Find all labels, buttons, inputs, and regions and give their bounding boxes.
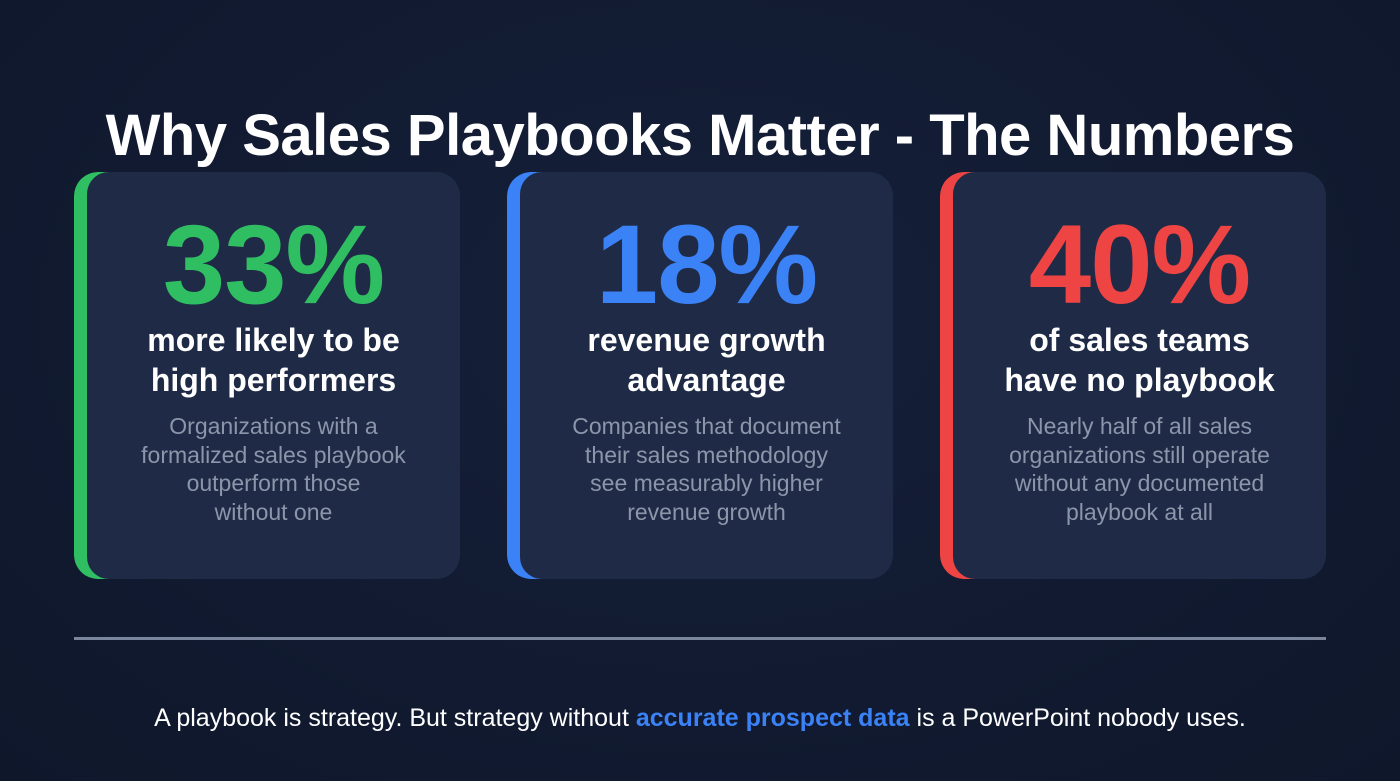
card-body	[520, 172, 893, 579]
card-content: 40% of sales teams have no playbook Near…	[953, 172, 1326, 579]
stat-value: 40%	[1028, 202, 1251, 327]
headline-line: of sales teams	[1029, 322, 1250, 358]
description-line: see measurably higher	[590, 470, 823, 496]
divider	[74, 637, 1326, 640]
page-title: Why Sales Playbooks Matter - The Numbers	[105, 102, 1295, 168]
footer-text-after: is a PowerPoint nobody uses.	[909, 704, 1246, 732]
description-line: Organizations with a	[169, 413, 378, 439]
footer-text-before: A playbook is strategy. But strategy wit…	[154, 704, 636, 732]
card-content: 33% more likely to be high performers Or…	[87, 172, 460, 579]
card-body	[953, 172, 1326, 579]
card-body	[87, 172, 460, 579]
headline-line: advantage	[627, 362, 786, 398]
headline-line: have no playbook	[1004, 362, 1275, 398]
headline-line: more likely to be	[147, 322, 400, 358]
headline-line: high performers	[150, 362, 397, 398]
stat-card-no-playbook: 40% of sales teams have no playbook Near…	[940, 172, 1326, 579]
stat-card-high-performers: 33% more likely to be high performers Or…	[74, 172, 460, 579]
footer-tagline: A playbook is strategy. But strategy wit…	[0, 701, 1400, 735]
description-line: Nearly half of all sales	[1027, 413, 1252, 439]
description-line: playbook at all	[1065, 498, 1214, 525]
description-line: their sales methodology	[585, 441, 828, 468]
description-line: without one	[214, 498, 333, 525]
stat-headline: revenue growth advantage	[520, 320, 893, 400]
footer-highlight: accurate prospect data	[635, 704, 910, 732]
stat-description: Companies that document their sales meth…	[520, 412, 893, 526]
description-line: revenue growth	[627, 498, 786, 525]
stat-value: 18%	[595, 202, 818, 327]
stat-headline: more likely to be high performers	[87, 320, 460, 400]
headline-line: revenue growth	[587, 322, 826, 358]
description-line: organizations still operate	[1009, 441, 1270, 468]
description-line: formalized sales playbook	[141, 441, 406, 468]
stat-description: Organizations with a formalized sales pl…	[87, 412, 460, 526]
stat-card-revenue-growth: 18% revenue growth advantage Companies t…	[507, 172, 893, 579]
card-content: 18% revenue growth advantage Companies t…	[520, 172, 893, 579]
description-line: outperform those	[186, 470, 361, 496]
stat-headline: of sales teams have no playbook	[953, 320, 1326, 400]
description-line: Companies that document	[572, 413, 841, 439]
description-line: without any documented	[1014, 470, 1265, 496]
stat-value: 33%	[162, 202, 385, 327]
stat-description: Nearly half of all sales organizations s…	[953, 412, 1326, 526]
